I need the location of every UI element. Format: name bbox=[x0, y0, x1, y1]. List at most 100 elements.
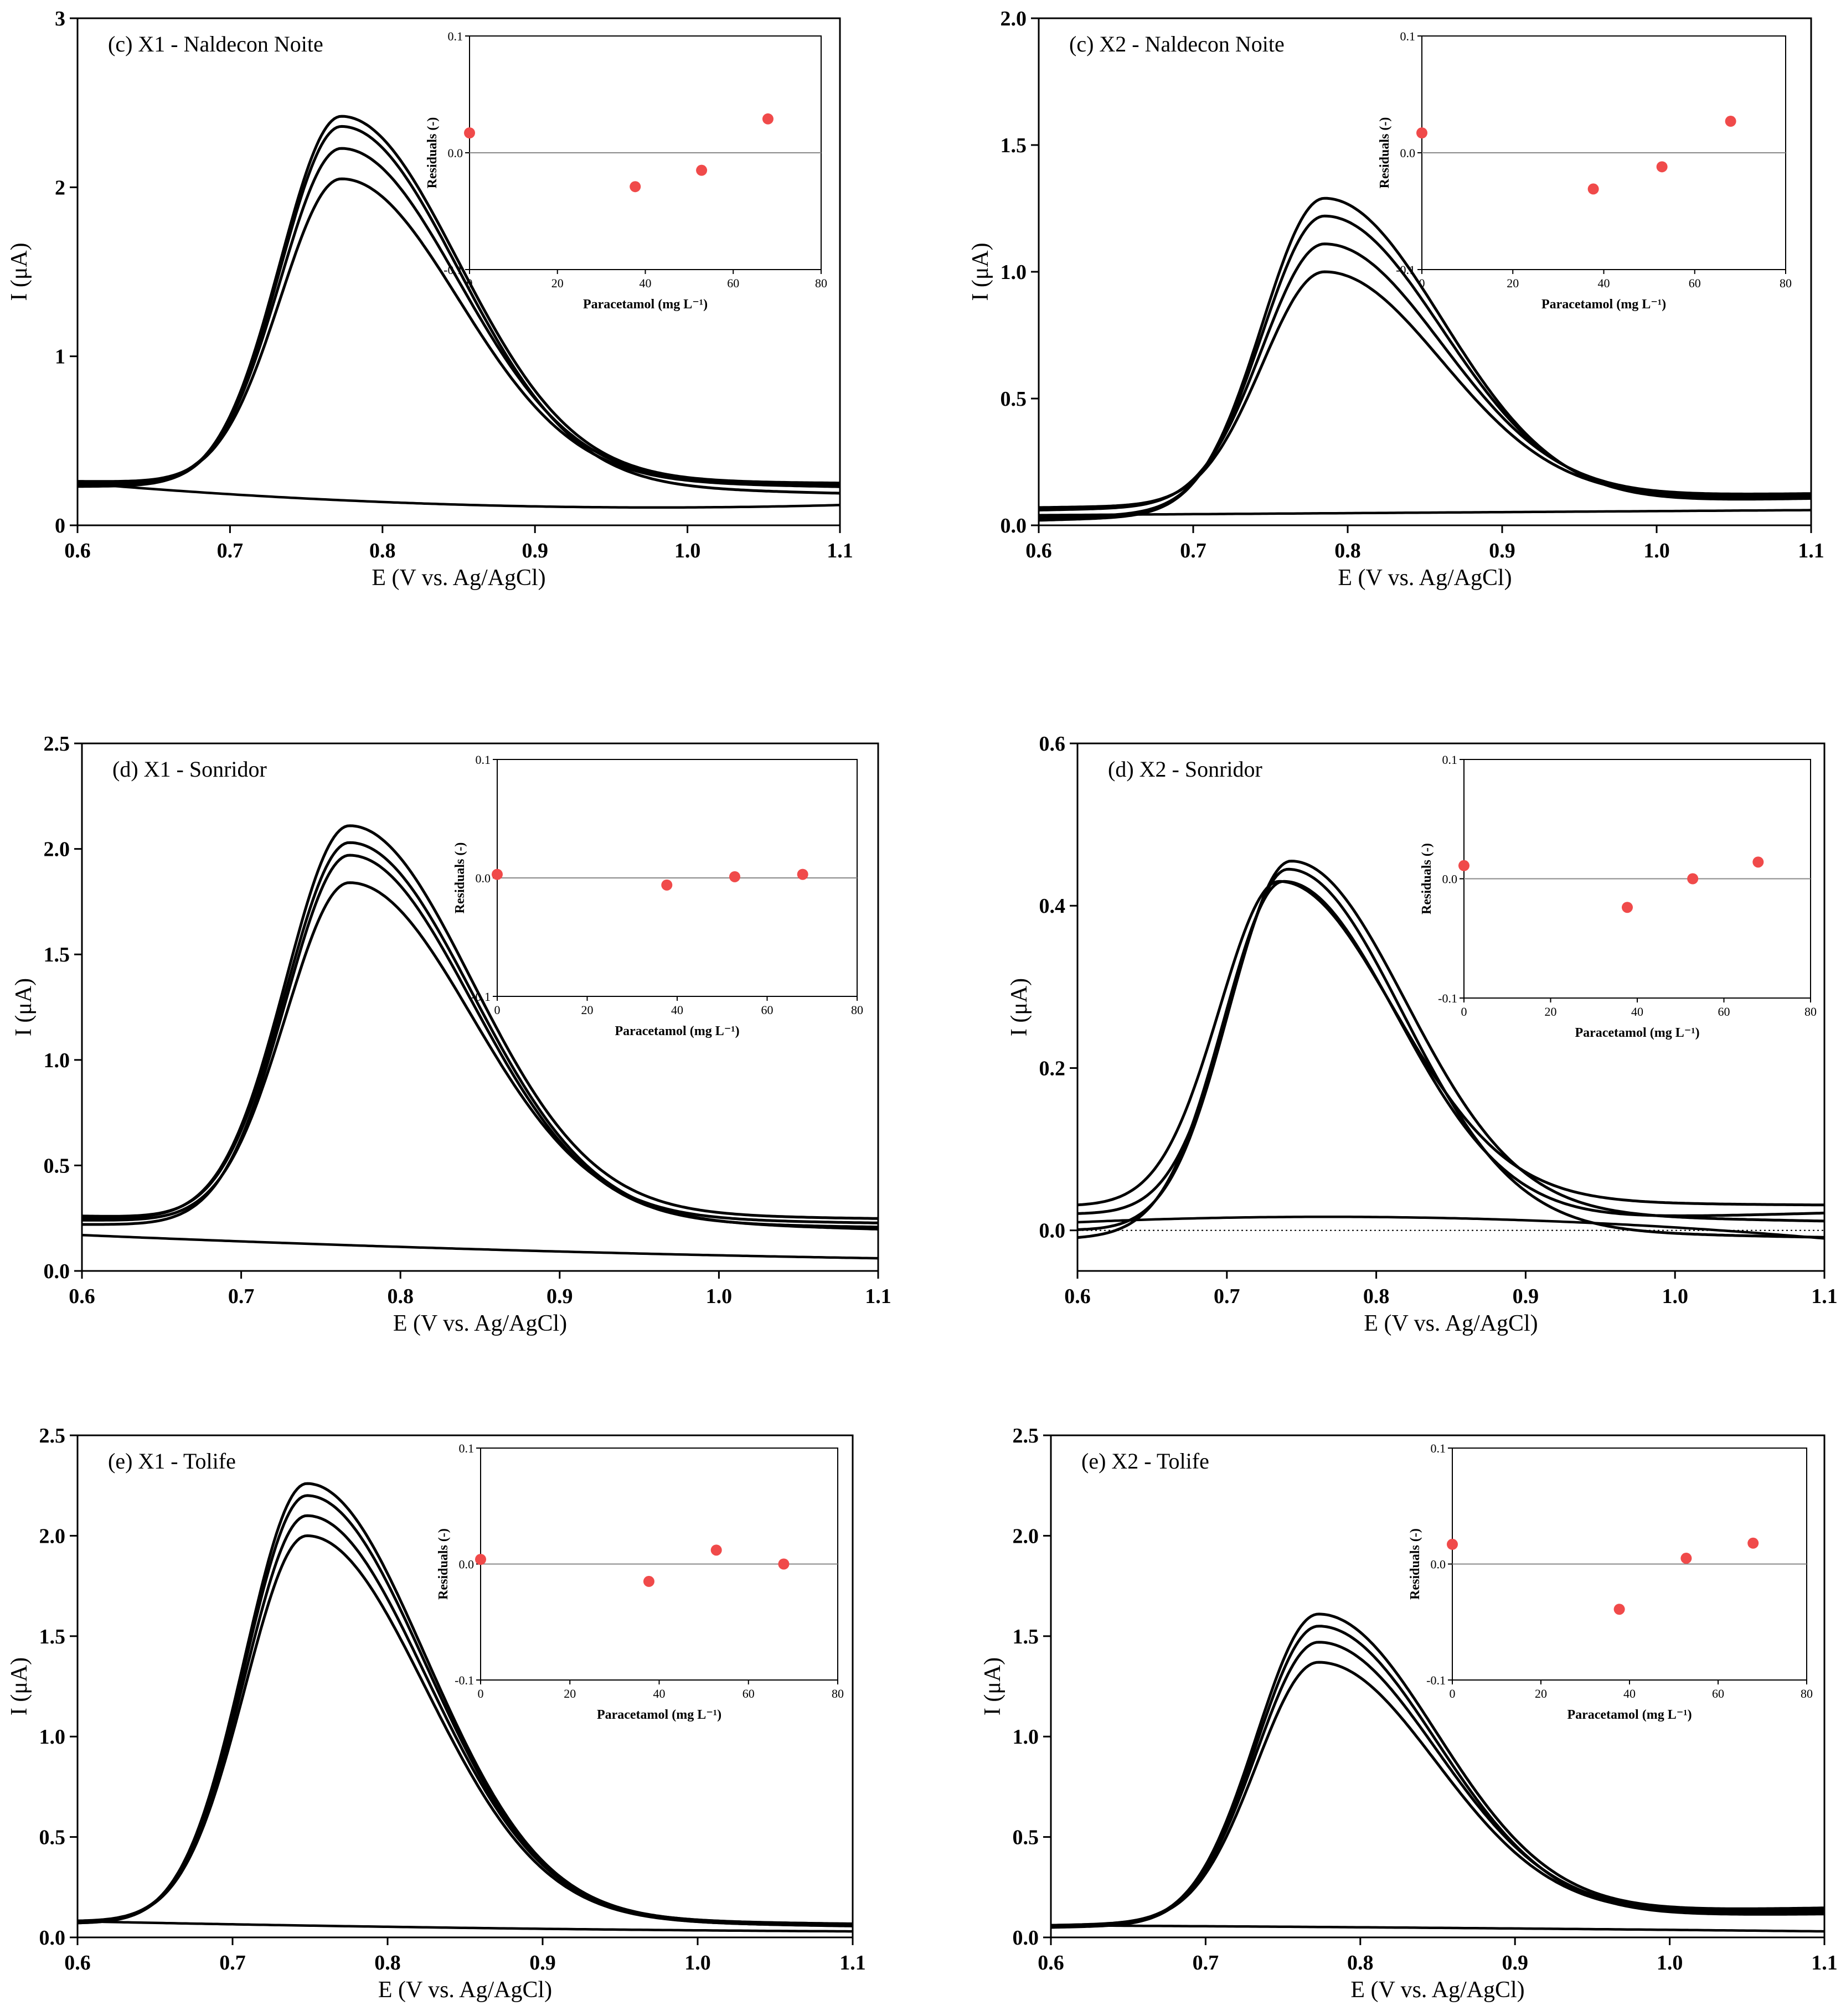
x-tick-label: 0.6 bbox=[64, 1951, 91, 1974]
y-tick-label: 0.6 bbox=[1039, 732, 1066, 756]
plot-frame bbox=[1076, 742, 1826, 1272]
inset-y-tick-label: 0.0 bbox=[1400, 146, 1416, 160]
voltammogram-curve bbox=[1038, 197, 1812, 522]
inset-x-tick-label: 80 bbox=[815, 276, 827, 290]
inset-x-tick-label: 60 bbox=[1712, 1687, 1724, 1700]
x-tick-label: 1.1 bbox=[1798, 539, 1824, 562]
residuals-inset: 0 20 40 60 80 -0.1 0.0 0.1 Paracetamol (mg L⁻¹) R… bbox=[425, 29, 827, 312]
y-tick-label: 0.2 bbox=[1039, 1057, 1066, 1080]
x-tick-label: 0.9 bbox=[1502, 1951, 1528, 1974]
inset-x-tick-label: 0 bbox=[478, 1687, 484, 1700]
inset-x-tick-label: 60 bbox=[761, 1003, 774, 1017]
inset-y-axis-label: Residuals (-) bbox=[1420, 843, 1434, 914]
y-axis-label: I (μA) bbox=[980, 1657, 1005, 1715]
x-tick-label: 1.1 bbox=[827, 539, 853, 562]
plot-frame bbox=[1050, 1434, 1826, 1939]
inset-x-tick-label: 20 bbox=[1535, 1687, 1547, 1700]
inset-y-axis-label: Residuals (-) bbox=[453, 842, 467, 914]
x-tick-label: 0.6 bbox=[1064, 1285, 1091, 1308]
x-tick-label: 0.8 bbox=[374, 1951, 401, 1974]
inset-y-tick-label: -0.1 bbox=[455, 1673, 474, 1687]
y-tick-label: 1 bbox=[55, 345, 65, 369]
inset-x-tick-label: 60 bbox=[1718, 1005, 1730, 1019]
inset-y-tick-label: 0.1 bbox=[1400, 29, 1416, 43]
residual-point bbox=[729, 871, 740, 882]
inset-y-tick-label: 0.0 bbox=[1442, 872, 1458, 886]
inset-x-tick-label: 80 bbox=[832, 1687, 844, 1700]
x-axis-label: E (V vs. Ag/AgCl) bbox=[1350, 1977, 1524, 2003]
x-tick-label: 1.0 bbox=[1657, 1951, 1683, 1974]
residual-point bbox=[1687, 873, 1699, 885]
residual-point bbox=[778, 1558, 790, 1570]
inset-x-tick-label: 40 bbox=[640, 276, 652, 290]
x-tick-label: 0.7 bbox=[228, 1285, 255, 1308]
y-tick-label: 1.0 bbox=[1001, 261, 1027, 284]
y-tick-label: 0.0 bbox=[44, 1260, 70, 1283]
inset-y-tick-label: 0.0 bbox=[1431, 1558, 1446, 1572]
residual-point bbox=[1725, 116, 1736, 127]
inset-x-axis-label: Paracetamol (mg L⁻¹) bbox=[615, 1024, 739, 1038]
chart-panel: 0.6 0.7 0.8 0.9 1.0 1.1 0.0 0.5 1.0 1.5 2.0 2.5 E (V… bbox=[980, 1424, 1838, 2003]
x-axis-label: E (V vs. Ag/AgCl) bbox=[378, 1977, 552, 2003]
voltammogram-curve bbox=[1038, 214, 1812, 519]
x-tick-label: 1.0 bbox=[684, 1951, 711, 1974]
inset-y-tick-label: 0.1 bbox=[1431, 1441, 1446, 1455]
inset-y-tick-label: -0.1 bbox=[1396, 263, 1415, 277]
x-tick-label: 0.6 bbox=[69, 1285, 95, 1308]
residual-point bbox=[762, 113, 774, 125]
panel-title: (c) X1 - Naldecon Noite bbox=[108, 32, 323, 56]
blank-curve bbox=[81, 1233, 879, 1260]
x-tick-label: 0.8 bbox=[369, 539, 396, 562]
voltammogram-curve bbox=[1050, 1625, 1825, 1929]
x-tick-label: 0.7 bbox=[1193, 1951, 1219, 1974]
inset-y-axis-label: Residuals (-) bbox=[1378, 117, 1392, 189]
inset-x-tick-label: 0 bbox=[1450, 1687, 1456, 1700]
residual-point bbox=[1613, 1604, 1625, 1615]
y-axis-label: I (μA) bbox=[7, 242, 32, 301]
inset-x-tick-label: 0 bbox=[1461, 1005, 1467, 1019]
y-tick-label: 2.5 bbox=[39, 1424, 66, 1448]
inset-x-tick-label: 60 bbox=[1689, 276, 1701, 290]
y-tick-label: 1.5 bbox=[1013, 1625, 1039, 1648]
residual-point bbox=[1656, 161, 1668, 173]
voltammogram-curve bbox=[78, 115, 840, 488]
residual-point bbox=[1458, 860, 1469, 871]
inset-x-tick-label: 0 bbox=[494, 1003, 501, 1017]
y-tick-label: 0.0 bbox=[39, 1926, 66, 1950]
x-tick-label: 0.7 bbox=[1180, 539, 1206, 562]
residual-point bbox=[1680, 1553, 1692, 1564]
inset-x-tick-label: 20 bbox=[551, 276, 564, 290]
inset-y-axis-label: Residuals (-) bbox=[425, 117, 440, 189]
plot-frame bbox=[76, 17, 841, 526]
residuals-inset: 0 20 40 60 80 -0.1 0.0 0.1 Paracetamol (mg L⁻¹) R… bbox=[1378, 29, 1792, 312]
chart-panel: 0.6 0.7 0.8 0.9 1.0 1.1 0 1 2 3 E (V vs. Ag/AgCl) I… bbox=[7, 7, 853, 591]
x-tick-label: 0.7 bbox=[217, 539, 244, 562]
inset-y-tick-label: 0.1 bbox=[476, 753, 491, 767]
y-tick-label: 0.0 bbox=[1013, 1926, 1039, 1950]
inset-y-tick-label: 0.0 bbox=[459, 1558, 475, 1572]
y-tick-label: 1.5 bbox=[1001, 134, 1027, 157]
inset-x-axis-label: Paracetamol (mg L⁻¹) bbox=[583, 297, 708, 312]
x-tick-label: 0.6 bbox=[1025, 539, 1052, 562]
blank-curve bbox=[1077, 1216, 1825, 1240]
inset-x-tick-label: 20 bbox=[564, 1687, 576, 1700]
residuals-inset: 0 20 40 60 80 -0.1 0.0 0.1 Paracetamol (mg L⁻¹) R… bbox=[453, 753, 863, 1038]
blank-curve bbox=[77, 482, 841, 509]
y-axis-label: I (μA) bbox=[968, 242, 993, 301]
panel-title: (e) X1 - Tolife bbox=[108, 1449, 236, 1474]
x-tick-label: 1.0 bbox=[1662, 1285, 1688, 1308]
residual-point bbox=[630, 181, 641, 193]
residual-point bbox=[643, 1575, 654, 1587]
voltammogram-curve bbox=[1038, 242, 1811, 511]
x-axis-label: E (V vs. Ag/AgCl) bbox=[393, 1311, 567, 1336]
x-tick-label: 1.0 bbox=[706, 1285, 733, 1308]
x-tick-label: 0.9 bbox=[529, 1951, 556, 1974]
residual-point bbox=[1752, 856, 1764, 868]
y-tick-label: 0 bbox=[55, 514, 65, 537]
y-tick-label: 1.5 bbox=[44, 943, 70, 966]
residual-point bbox=[1416, 127, 1427, 139]
inset-x-tick-label: 40 bbox=[671, 1003, 683, 1017]
inset-y-axis-label: Residuals (-) bbox=[1408, 1528, 1422, 1600]
residual-point bbox=[1622, 902, 1633, 913]
x-tick-label: 0.8 bbox=[1334, 539, 1361, 562]
